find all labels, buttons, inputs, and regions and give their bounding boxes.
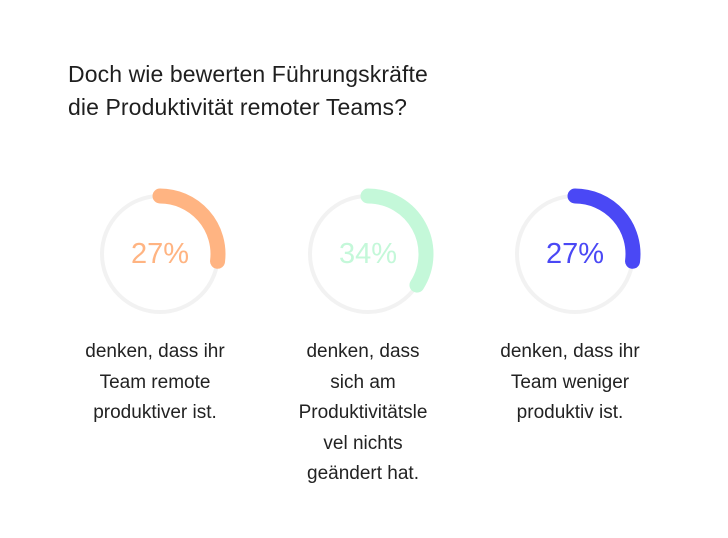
- description-line: produktiv ist.: [516, 402, 624, 423]
- stat-description: denken, dass ihr Team weniger produktiv …: [475, 337, 665, 429]
- donut-arc: [567, 188, 641, 269]
- description-line: denken, dass ihr: [85, 341, 225, 362]
- donut-chart-2: 34%: [308, 188, 434, 314]
- description-line: Produktivitätsle: [298, 402, 428, 423]
- stat-description: denken, dass sich am Produktivitätsle ve…: [268, 337, 458, 490]
- description-line: sich am: [330, 371, 396, 393]
- donut-arc: [152, 188, 226, 269]
- description-line: vel nichts: [323, 432, 403, 454]
- description-line: produktiver ist.: [93, 402, 217, 423]
- percentage-label: 34%: [339, 238, 397, 270]
- description-line: Team weniger: [510, 371, 630, 393]
- description-line: denken, dass: [306, 341, 420, 362]
- description-line: denken, dass ihr: [500, 341, 640, 362]
- donut-chart-3: 27%: [515, 188, 641, 314]
- title-line-2: die Produktivität remoter Teams?: [68, 94, 407, 120]
- percentage-label: 27%: [131, 238, 189, 270]
- title-line-1: Doch wie bewerten Führungskräfte: [68, 61, 428, 87]
- percentage-label: 27%: [546, 238, 604, 270]
- donut-chart-1: 27%: [100, 188, 226, 314]
- page-title: Doch wie bewerten Führungskräfte die Pro…: [68, 58, 428, 124]
- donut-arc: [360, 188, 434, 293]
- description-line: geändert hat.: [307, 463, 419, 484]
- stat-description: denken, dass ihr Team remote produktiver…: [60, 337, 250, 429]
- description-line: Team remote: [99, 371, 211, 393]
